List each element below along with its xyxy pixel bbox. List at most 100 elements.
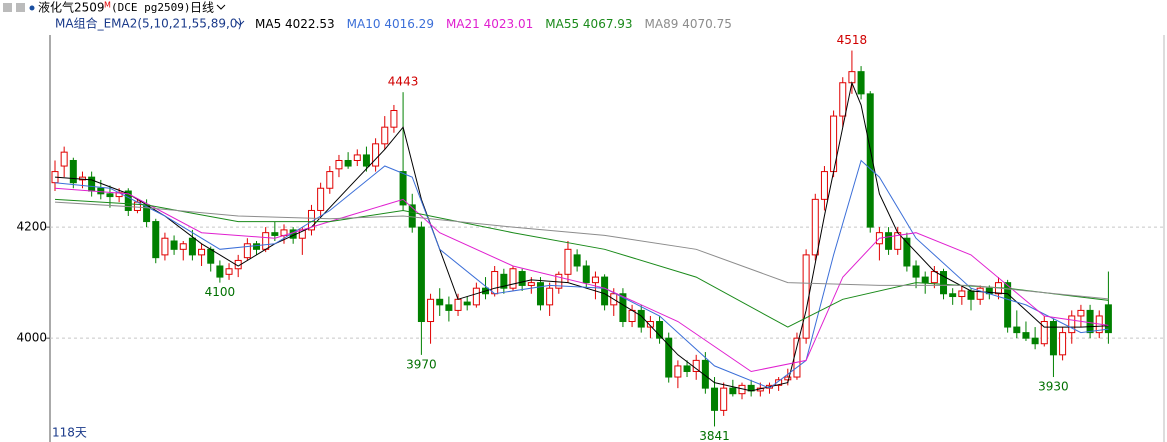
legend-entry: MA10 4016.29 (347, 17, 434, 31)
candle-body (619, 293, 627, 323)
legend-value: 4070.75 (682, 17, 732, 31)
candle-body (491, 271, 499, 295)
candle-body (940, 271, 948, 295)
candle-body (390, 110, 398, 128)
candle-body (179, 243, 187, 250)
candle-body (921, 276, 929, 284)
candle-body (161, 237, 169, 256)
candle-body (188, 237, 196, 256)
ma-line (54, 198, 1109, 328)
candle-body (207, 248, 215, 264)
candle-body (243, 243, 251, 259)
candle-body (97, 187, 105, 195)
candle-body (1013, 326, 1021, 334)
legend-value: 4023.01 (484, 17, 534, 31)
candle-body (88, 176, 96, 192)
candle-body (811, 198, 819, 256)
candle-body (1077, 309, 1085, 317)
legend-name: MA89 (645, 17, 679, 31)
legend-value: 4067.93 (583, 17, 633, 31)
candle-body (582, 265, 590, 284)
candle-body (848, 71, 856, 84)
ma-line (54, 187, 1109, 373)
candle-body (1104, 304, 1112, 334)
candle-body (1049, 321, 1057, 356)
candle-body (1040, 321, 1048, 345)
candle-body (665, 337, 673, 378)
bullet (29, 5, 35, 11)
legend-entry: MA21 4023.01 (446, 17, 533, 31)
candle-body (253, 243, 261, 250)
candle-body (967, 290, 975, 300)
candle-body (454, 298, 462, 311)
dropdown-arrow[interactable] (235, 20, 245, 26)
candle-body (1059, 332, 1067, 356)
legend-value: 4022.53 (285, 17, 335, 31)
legend-name: MA5 (255, 17, 281, 31)
candle-body (949, 293, 957, 298)
candle-body (372, 143, 380, 167)
extreme-label: 3930 (1038, 380, 1069, 394)
candle-body (802, 254, 810, 339)
y-tick-label: 4200 (16, 220, 47, 234)
extreme-label: 3841 (699, 429, 730, 442)
candle-body (225, 268, 233, 275)
candle-body (335, 159, 343, 170)
candle-body (344, 159, 352, 167)
legend-name: MA21 (446, 17, 480, 31)
candle-body (711, 387, 719, 411)
legend-value: 4016.29 (384, 17, 434, 31)
candle-body (518, 271, 526, 286)
candle-body (912, 265, 920, 278)
ma-line (54, 201, 1109, 300)
candle-body (399, 171, 407, 206)
period[interactable]: 日线 (190, 1, 214, 15)
candle-body (601, 276, 609, 306)
candle-body (1022, 332, 1030, 339)
candle-body (124, 190, 132, 211)
candle-body (463, 301, 471, 306)
candle-body (262, 232, 270, 250)
legend-entry: MA5 4022.53 (255, 17, 335, 31)
candle-body (427, 298, 435, 323)
candle-body (271, 232, 279, 236)
candle-body (885, 232, 893, 250)
dropdown-arrow[interactable] (216, 4, 226, 10)
candle-body (353, 154, 361, 161)
candle-body (720, 387, 728, 411)
extreme-label: 4443 (388, 75, 419, 89)
title-badge: M (104, 1, 111, 10)
candle-body (198, 248, 206, 256)
candle-body (509, 268, 517, 289)
candle-body (326, 171, 334, 189)
candle-body (1068, 315, 1076, 334)
candle-body (729, 387, 737, 395)
candle-body (170, 240, 178, 250)
candle-body (536, 282, 544, 306)
candle-body (527, 282, 535, 286)
extreme-label: 4518 (837, 33, 868, 47)
legend: MA5 4022.53 MA10 4016.29 MA21 4023.01 MA55 … (255, 17, 732, 31)
candle-body (1086, 309, 1094, 334)
candle-body (701, 359, 709, 389)
bar-count: 118天 (52, 426, 87, 440)
candle-body (317, 187, 325, 211)
candle-body (408, 204, 416, 228)
candle-body (417, 226, 425, 323)
candle-body (591, 276, 599, 284)
icon[interactable] (16, 3, 25, 12)
candle-body (564, 248, 572, 275)
candle-body (866, 93, 874, 228)
candle-body (436, 298, 444, 306)
candle-body (793, 337, 801, 378)
candle-body (216, 265, 224, 278)
candle-body (683, 365, 691, 372)
candle-body (903, 237, 911, 267)
candle-body (106, 193, 114, 198)
icon[interactable] (3, 3, 12, 12)
candle-body (1004, 282, 1012, 328)
candle-body (958, 290, 966, 298)
legend-entry: MA89 4070.75 (645, 17, 732, 31)
indicator[interactable]: MA组合_EMA2(5,10,21,55,89,0) (55, 16, 242, 31)
